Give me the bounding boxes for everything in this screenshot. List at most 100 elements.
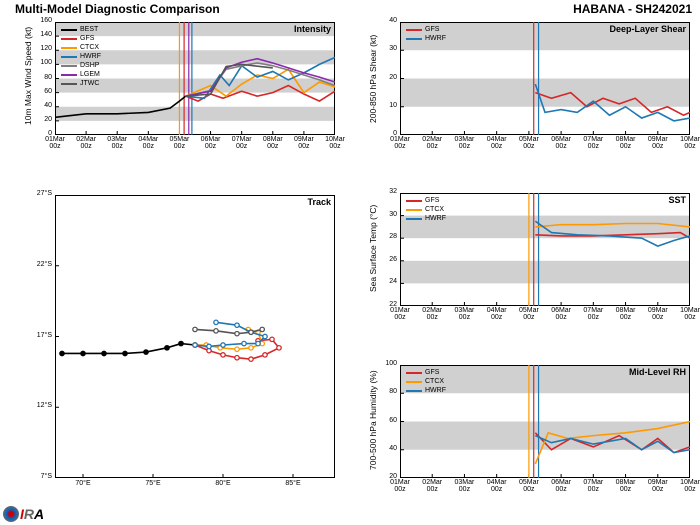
ytick: 60	[30, 88, 52, 95]
xtick: 08Mar00z	[259, 136, 287, 150]
legend-sst: GFS CTCX HWRF	[406, 196, 446, 223]
xtick: 06Mar00z	[547, 136, 575, 150]
xtick: 04Mar00z	[483, 479, 511, 493]
legend-item: BEST	[61, 25, 101, 34]
legend-item: GFS	[406, 25, 446, 34]
ytick: 17°S	[30, 332, 52, 339]
xtick: 09Mar00z	[644, 136, 672, 150]
ytick: 40	[30, 102, 52, 109]
legend-item: CTCX	[61, 43, 101, 52]
panel-title-sst: SST	[668, 195, 686, 205]
legend-item: HWRF	[61, 52, 101, 61]
ytick: 80	[30, 74, 52, 81]
xtick: 09Mar00z	[290, 136, 318, 150]
panel-intensity: 02040608010012014016001Mar00z02Mar00z03M…	[55, 22, 335, 157]
logo-icon	[3, 506, 19, 522]
legend-label: HWRF	[425, 387, 446, 394]
ytick: 160	[30, 17, 52, 24]
xtick: 80°E	[211, 480, 235, 487]
legend-label: CTCX	[425, 206, 444, 213]
xtick: 07Mar00z	[579, 136, 607, 150]
panel-sst: 22242628303201Mar00z02Mar00z03Mar00z04Ma…	[400, 193, 690, 328]
ylabel-sst: Sea Surface Temp (°C)	[368, 204, 378, 291]
legend-label: GFS	[425, 369, 439, 376]
xtick: 09Mar00z	[644, 479, 672, 493]
xtick: 05Mar00z	[515, 307, 543, 321]
xtick: 85°E	[281, 480, 305, 487]
legend-swatch	[61, 65, 77, 67]
legend-label: DSHP	[80, 62, 99, 69]
plot-track	[55, 195, 335, 478]
legend-item: GFS	[406, 196, 446, 205]
panel-title-rh: Mid-Level RH	[629, 367, 686, 377]
legend-swatch	[61, 47, 77, 49]
xtick: 07Mar00z	[579, 307, 607, 321]
xtick: 10Mar00z	[676, 307, 700, 321]
xtick: 08Mar00z	[612, 136, 640, 150]
ytick: 60	[375, 417, 397, 424]
legend-item: GFS	[406, 368, 446, 377]
xtick: 03Mar00z	[450, 136, 478, 150]
cira-logo: IRA	[3, 506, 44, 522]
legend-item: CTCX	[406, 377, 446, 386]
panel-rh: 2040608010001Mar00z02Mar00z03Mar00z04Mar…	[400, 365, 690, 500]
ytick: 27°S	[30, 190, 52, 197]
legend-label: BEST	[80, 26, 98, 33]
ytick: 28	[375, 233, 397, 240]
xtick: 08Mar00z	[612, 479, 640, 493]
panel-title-track: Track	[307, 197, 331, 207]
xtick: 03Mar00z	[103, 136, 131, 150]
legend-label: HWRF	[425, 215, 446, 222]
title-left: Multi-Model Diagnostic Comparison	[15, 2, 220, 16]
title-right: HABANA - SH242021	[573, 2, 692, 16]
ytick: 7°S	[30, 473, 52, 480]
legend-swatch	[61, 74, 77, 76]
xtick: 05Mar00z	[165, 136, 193, 150]
xtick: 02Mar00z	[72, 136, 100, 150]
ytick: 140	[30, 31, 52, 38]
legend-item: HWRF	[406, 34, 446, 43]
page-header: Multi-Model Diagnostic Comparison HABANA…	[0, 2, 700, 20]
legend-item: DSHP	[61, 61, 101, 70]
legend-shear: GFSHWRF	[406, 25, 446, 43]
xtick: 02Mar00z	[418, 136, 446, 150]
legend-label: CTCX	[425, 378, 444, 385]
xtick: 01Mar00z	[41, 136, 69, 150]
ytick: 80	[375, 388, 397, 395]
ytick: 20	[375, 74, 397, 81]
ytick: 22°S	[30, 261, 52, 268]
legend-rh: GFS CTCX HWRF	[406, 368, 446, 395]
xtick: 04Mar00z	[483, 307, 511, 321]
xtick: 05Mar00z	[515, 136, 543, 150]
ytick: 100	[375, 360, 397, 367]
legend-swatch	[61, 56, 77, 58]
ytick: 40	[375, 17, 397, 24]
ytick: 12°S	[30, 402, 52, 409]
xtick: 08Mar00z	[612, 307, 640, 321]
xtick: 05Mar00z	[515, 479, 543, 493]
panel-title-intensity: Intensity	[294, 24, 331, 34]
legend-swatch	[406, 29, 422, 31]
ytick: 10	[375, 102, 397, 109]
legend-item: GFS	[61, 34, 101, 43]
xtick: 04Mar00z	[134, 136, 162, 150]
xtick: 06Mar00z	[197, 136, 225, 150]
legend-swatch	[406, 372, 422, 374]
panel-title-shear: Deep-Layer Shear	[609, 24, 686, 34]
xtick: 03Mar00z	[450, 307, 478, 321]
legend-label: GFS	[425, 197, 439, 204]
legend-swatch	[61, 29, 77, 31]
legend-swatch	[61, 83, 77, 85]
ylabel-intensity: 10m Max Wind Speed (kt)	[23, 26, 33, 124]
xtick: 01Mar00z	[386, 136, 414, 150]
legend-label: GFS	[80, 35, 94, 42]
legend-item: JTWC	[61, 79, 101, 88]
ytick: 24	[375, 278, 397, 285]
legend-label: HWRF	[80, 53, 101, 60]
legend-intensity: BEST GFSCTCXHWRF DSHPLGEMJTWC	[61, 25, 101, 88]
legend-item: HWRF	[406, 214, 446, 223]
xtick: 09Mar00z	[644, 307, 672, 321]
legend-item: LGEM	[61, 70, 101, 79]
ytick: 26	[375, 256, 397, 263]
legend-swatch	[406, 390, 422, 392]
